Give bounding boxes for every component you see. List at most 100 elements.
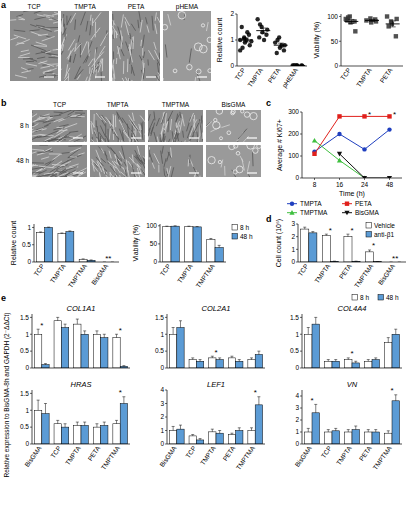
cell-texture — [197, 140, 200, 142]
bar — [101, 425, 108, 444]
bar — [93, 427, 100, 444]
y-tick — [235, 40, 237, 41]
cell-texture — [148, 114, 150, 121]
significance: * — [119, 388, 122, 397]
cell-texture — [142, 122, 144, 138]
bar — [171, 226, 179, 262]
bar — [34, 334, 41, 368]
error-bar — [64, 424, 67, 427]
x-axis — [302, 368, 402, 369]
micrograph — [148, 110, 203, 142]
cell-texture — [32, 152, 36, 156]
cell-texture — [101, 158, 106, 162]
cell-texture — [139, 11, 141, 22]
bar — [345, 432, 353, 444]
cell-texture — [127, 167, 130, 177]
cell-texture — [148, 136, 149, 142]
y-tick-label: 4 — [295, 392, 299, 399]
x-tick-label: 16 — [336, 181, 344, 188]
error-bar — [103, 334, 106, 337]
y-tick — [300, 317, 302, 318]
x-axis-label: Time (h) — [339, 190, 365, 198]
cell-texture — [158, 72, 160, 79]
bar — [196, 440, 203, 444]
cell-texture — [96, 150, 101, 163]
y-tick-label: 200 — [288, 130, 299, 137]
cell-texture — [43, 70, 52, 73]
x-tick-label: 48 — [386, 181, 394, 188]
error-bar — [44, 364, 47, 365]
point — [385, 14, 389, 18]
cell-texture — [94, 163, 97, 168]
y-tick — [165, 417, 167, 418]
cell-texture — [52, 13, 58, 15]
error-bar — [115, 420, 118, 423]
scale-bar — [189, 137, 199, 138]
x-tick-label: TMPTA — [246, 66, 264, 88]
cell-texture — [41, 157, 49, 159]
cell-texture — [56, 127, 63, 128]
cell-texture — [132, 130, 139, 142]
x-tick-label: TMPTMA — [66, 262, 88, 289]
round-cell — [229, 145, 235, 150]
x-tick-label: TMPTA — [355, 66, 373, 88]
y-tick — [300, 432, 302, 433]
x-tick-label: TMPTA — [199, 444, 217, 466]
round-cell — [173, 69, 177, 73]
error-bar — [172, 426, 175, 430]
x-tick-label: TMPTA — [49, 262, 67, 284]
error-bar — [179, 425, 182, 429]
bar — [352, 430, 360, 444]
y-axis — [302, 314, 303, 368]
cell-texture — [68, 167, 77, 170]
x-axis — [167, 368, 265, 369]
y-tick-label: 1 — [160, 331, 164, 338]
cell-texture — [38, 27, 52, 31]
cell-texture — [58, 118, 66, 121]
error-bar — [390, 21, 396, 27]
error-bar — [347, 358, 350, 360]
cell-texture — [139, 55, 142, 61]
cell-texture — [44, 174, 57, 176]
cell-texture — [143, 52, 144, 58]
round-cell — [214, 118, 217, 121]
cell-texture — [102, 115, 107, 122]
error-bar — [47, 227, 50, 228]
cell-texture — [175, 114, 179, 121]
cell-texture — [190, 125, 195, 137]
x-axis — [160, 262, 226, 263]
micrograph-label: PETA — [128, 3, 145, 10]
error-bar — [348, 19, 354, 23]
x-tick-label: pHEMA — [280, 66, 300, 89]
cell-texture — [26, 61, 34, 62]
round-cell — [233, 170, 237, 174]
scale-bar — [131, 172, 141, 173]
error-bar — [90, 259, 93, 260]
cell-texture — [142, 35, 144, 48]
x-tick-label: TCP — [159, 263, 172, 278]
error-bar — [60, 232, 63, 234]
y-tick — [300, 368, 302, 369]
x-tick-label: TCP — [49, 445, 62, 460]
bar — [185, 227, 193, 262]
x-tick-label: PETA — [86, 444, 102, 462]
y-axis-label: Average # Ki67+ — [276, 119, 284, 171]
cell-texture — [32, 149, 44, 151]
point — [238, 48, 242, 52]
error-bar — [199, 439, 202, 440]
round-cell — [201, 24, 204, 27]
cell-texture — [121, 36, 123, 49]
cell-texture — [14, 35, 26, 39]
x-tick-label: PETA — [338, 262, 354, 280]
micrograph-label: TCP — [28, 3, 41, 10]
cell-texture — [15, 75, 27, 78]
cell-texture — [37, 151, 53, 153]
bar — [61, 427, 68, 444]
x-axis — [167, 444, 265, 445]
legend-label: TMPTMA — [300, 209, 328, 216]
cell-texture — [156, 118, 159, 126]
cell-texture — [117, 113, 119, 120]
point — [387, 114, 391, 118]
bar — [209, 358, 216, 368]
y-tick — [165, 317, 167, 318]
